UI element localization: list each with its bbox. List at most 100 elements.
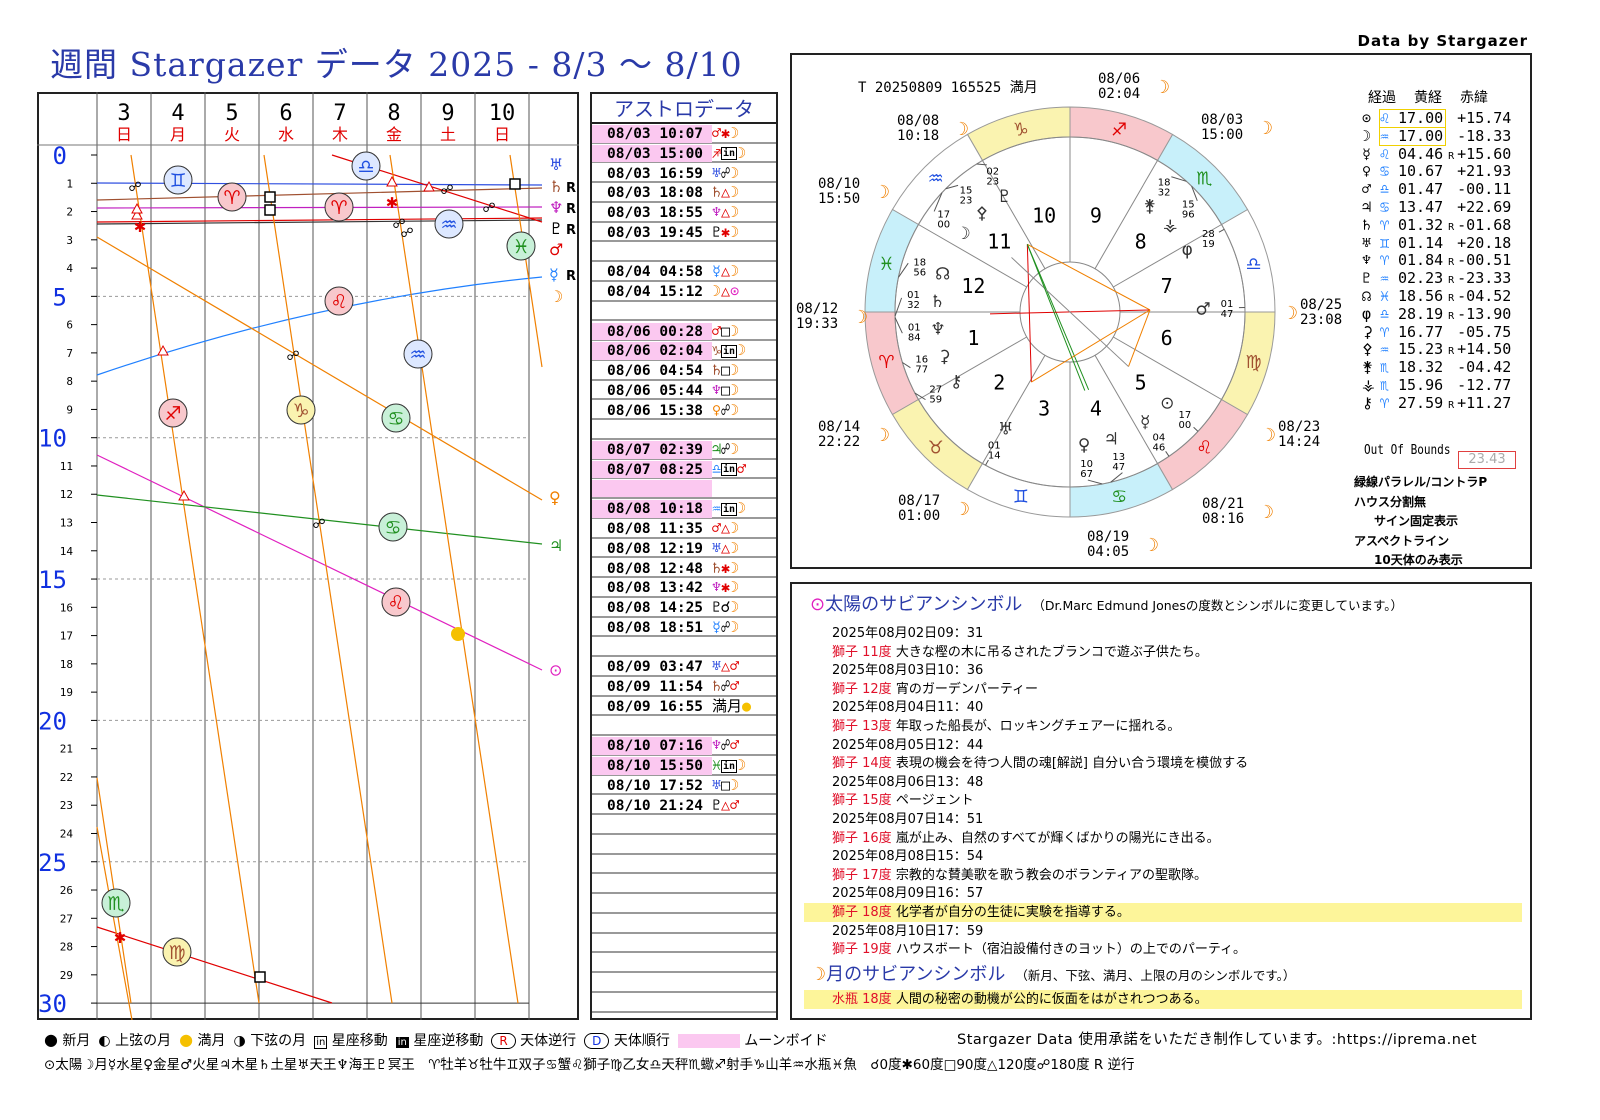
longitude: 13.47 [1398, 198, 1444, 216]
aspect-icon: ☍ [721, 163, 731, 182]
house-cusp-line [982, 355, 1046, 464]
wheel-planet-icon: φ [1182, 240, 1193, 260]
sign-icon: ♏ [1380, 376, 1390, 394]
declination: +14.50 [1457, 340, 1512, 359]
zodiac-sign-icon: ♑ [1013, 119, 1029, 140]
y-tick-label: 24 [60, 827, 74, 840]
body-icon: ♄ [712, 183, 722, 202]
aspect-icon: ☍ [721, 736, 731, 755]
retrograde-flag: R [1448, 399, 1455, 411]
planet-glyph-icon: ♅ [549, 155, 563, 174]
target-body-icon: ☽ [737, 143, 747, 162]
planet-position-tick [1087, 479, 1103, 485]
zodiac-sign-icon: ♍ [1245, 352, 1261, 373]
sabian-degree: 獅子 15度 [832, 793, 892, 809]
astro-data-row: 08/08 18:51 ☿☍☽ [592, 618, 776, 638]
y-tick-label: 29 [60, 969, 73, 982]
body-icon: ♄ [712, 361, 722, 379]
sabian-date: 2025年08月05日12：44 [832, 737, 984, 753]
planet-position-tick [1165, 451, 1170, 457]
planet-icon: ☽ [1362, 126, 1372, 145]
day-number: 5 [225, 101, 238, 126]
moon-ingress-label: 08/10 15:50 [818, 176, 861, 207]
event-datetime: 08/06 02:04 [592, 342, 712, 360]
planet-icon: ♆ [1362, 251, 1372, 270]
moon-line [389, 154, 519, 1004]
sabian-degree: 獅子 13度 [832, 719, 892, 734]
declination: +15.60 [1457, 144, 1512, 163]
legend-icon: ◐ [98, 1033, 111, 1049]
weekly-chart-svg: 3日4月5火6水7木8金9土10日01234567891011121314151… [37, 92, 579, 1020]
sign-icon: ♏ [1380, 358, 1390, 377]
declination: -00.51 [1457, 251, 1512, 270]
house-cusp-line [1113, 224, 1222, 288]
moon-icon: ☽ [1257, 118, 1274, 139]
body-icon: ♂ [712, 124, 722, 142]
target-body-icon: ☽ [730, 558, 740, 577]
sabian-text: 嵐が止み、自然のすべてが輝くばかりの陽光にき出る。 [895, 830, 1220, 846]
chart-option[interactable]: 緑線パラレル/コントラP [1354, 475, 1488, 489]
house-number: 12 [961, 274, 985, 298]
longitude: 15.23 [1398, 340, 1444, 359]
planet-degree: 01 [907, 290, 920, 301]
event-datetime: 08/04 04:58 [607, 264, 704, 281]
astro-data-row [592, 894, 776, 914]
planet-position-tick [894, 297, 903, 317]
target-body-icon: ♂ [730, 657, 740, 676]
sign-ingress-marker [162, 937, 192, 967]
body-icon: ☿ [712, 617, 722, 636]
oob-value[interactable]: 23.43 [1458, 451, 1516, 469]
aspect-icon: □ [721, 361, 731, 379]
event-datetime: 08/08 18:51 [607, 619, 704, 636]
sabian-symbol: 獅子 19度 ハウスボート（宿泊設備付きのヨット）の上でのパーティ。 [832, 942, 1246, 958]
declination: -23.33 [1457, 269, 1512, 288]
planet-icon: ⚷ [1362, 393, 1373, 412]
longitude: 01.47 [1398, 180, 1444, 199]
aspect-line [1031, 309, 1151, 383]
declination: -05.75 [1457, 322, 1512, 341]
chart-option[interactable]: 10天体のみ表示 [1374, 553, 1463, 567]
body-icon: ♒ [712, 499, 722, 518]
planet-degree: 17 [937, 210, 950, 221]
planet-table-row: ♀ ♋ 10.67 +21.93 [1362, 163, 1511, 180]
planet-minute: 00 [937, 220, 950, 231]
sign-ingress-marker [217, 182, 247, 212]
moon-icon: ☽ [810, 964, 827, 985]
sabian-panel: ⊙太陽のサビアンシンボル （Dr.Marc Edmund Jonesの度数とシンボ… [790, 582, 1532, 1020]
chart-option[interactable]: サイン固定表示 [1374, 514, 1459, 528]
planet-minute: 77 [915, 365, 928, 376]
planet-icon: φ [1362, 304, 1372, 323]
astro-data-row [592, 914, 776, 934]
legend-label: 星座移動 [331, 1033, 388, 1049]
planet-minute: 47 [1221, 309, 1234, 320]
chart-option[interactable]: アスペクトライン [1354, 533, 1450, 548]
declination: +22.69 [1457, 198, 1512, 216]
astro-data-row [592, 243, 776, 263]
astro-data-row [592, 815, 776, 835]
house-cusp-line [1094, 160, 1158, 269]
astro-data-row [592, 993, 776, 1013]
target-body-icon: ☽ [730, 262, 740, 281]
astro-data-row [592, 954, 776, 974]
sabian-degree: 獅子 19度 [832, 942, 892, 958]
zodiac-sign-icon: ♋ [387, 408, 404, 430]
legend-icon: D [584, 1033, 610, 1049]
planet-icon: ♀ [1362, 162, 1372, 181]
y-tick-label: 5 [53, 283, 67, 311]
event-datetime: 08/10 15:50 [592, 757, 712, 775]
legend-icon: R [491, 1033, 516, 1049]
day-number: 9 [441, 101, 454, 126]
aspect-icon: ✱ [721, 578, 731, 597]
house-cusp-line [1094, 355, 1158, 464]
aspect-icon: ☍ [721, 440, 731, 458]
sabian-symbol: 獅子 15度 ページェント [832, 793, 974, 809]
longitude: 01.32 [1398, 215, 1444, 234]
chart-option[interactable]: ハウス分割無 [1354, 494, 1427, 509]
sabian-symbol: 獅子 16度 嵐が止み、自然のすべてが輝くばかりの陽光にき出る。 [832, 831, 1220, 847]
planet-table-row: φ ♎ 28.19 R -13.90 [1362, 304, 1511, 325]
sign-icon: ♌ [1380, 109, 1390, 127]
event-datetime: 08/03 19:45 [607, 224, 704, 241]
sabian-date: 2025年08月02日09：31 [832, 626, 984, 641]
planet-position-tick [976, 163, 987, 166]
sign-icon: ♒ [1380, 126, 1390, 145]
